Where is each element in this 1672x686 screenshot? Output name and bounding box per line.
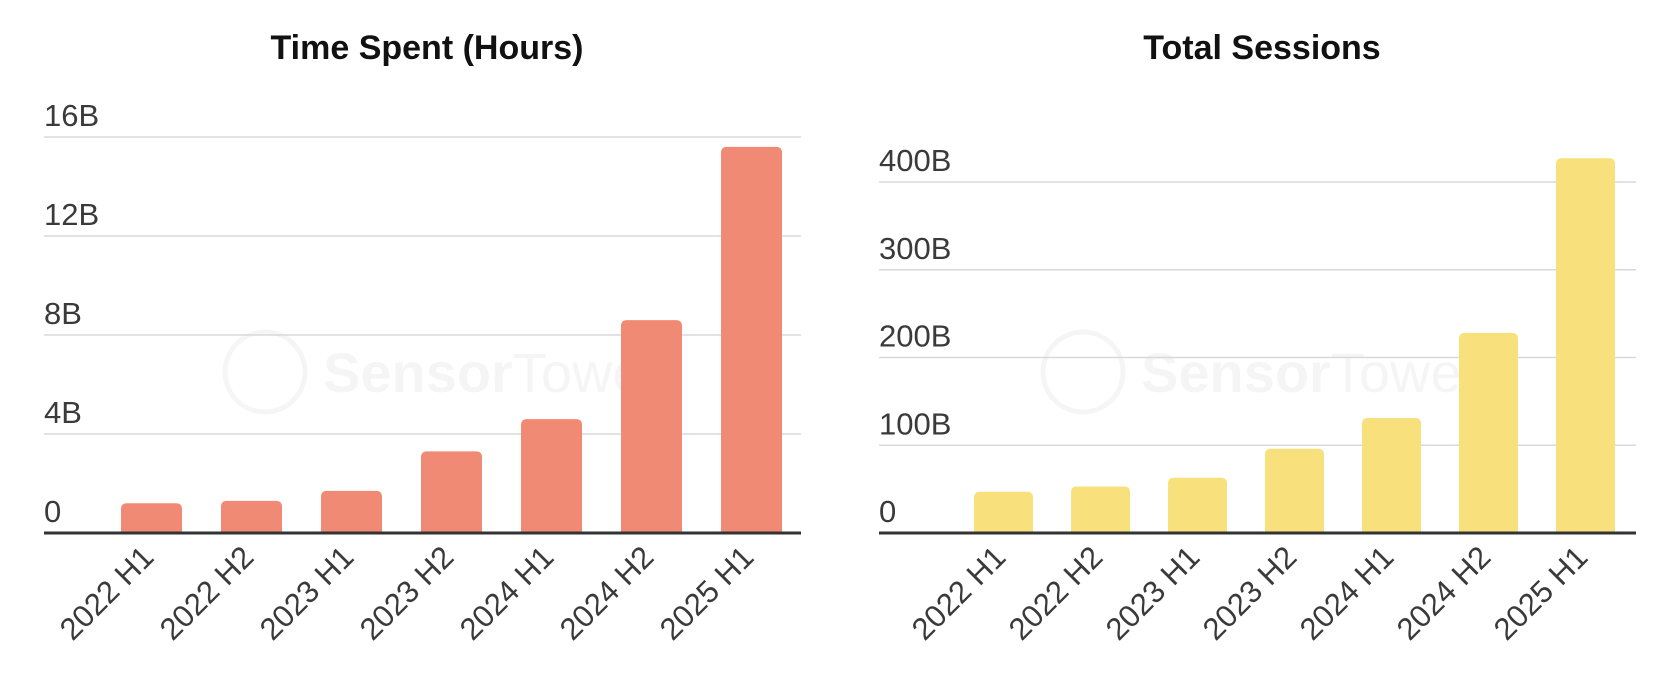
y-tick-label: 200B [879, 319, 951, 354]
x-tick-label: 2024 H1 [453, 539, 561, 647]
bar [521, 419, 582, 533]
bar [721, 146, 782, 533]
watermark: SensorTower [225, 332, 662, 412]
x-tick-label: 2023 H1 [253, 539, 361, 647]
watermark-text: SensorTower [323, 341, 662, 404]
bar [421, 451, 482, 533]
x-tick-label: 2023 H1 [1099, 539, 1207, 647]
bar [974, 491, 1033, 533]
watermark-text: SensorTower [1141, 341, 1480, 404]
watermark: SensorTower [1043, 332, 1480, 412]
bar [321, 490, 382, 533]
watermark-brand-light: Tower [1331, 341, 1480, 404]
bar [121, 503, 182, 533]
bar [1265, 448, 1324, 533]
x-tick-label: 2022 H1 [53, 539, 161, 647]
x-tick-label: 2022 H2 [1002, 539, 1110, 647]
sensor-tower-logo-icon [225, 332, 305, 412]
chart-title: Time Spent (Hours) [271, 29, 584, 67]
bar [621, 320, 682, 533]
bar [1362, 418, 1421, 533]
x-tick-label: 2025 H1 [1487, 539, 1595, 647]
bar [221, 500, 282, 533]
y-tick-label: 0 [44, 494, 61, 529]
y-tick-label: 8B [44, 296, 82, 331]
chart-title: Total Sessions [1143, 29, 1380, 67]
x-tick-label: 2025 H1 [653, 539, 761, 647]
x-tick-label: 2022 H2 [153, 539, 261, 647]
y-tick-label: 100B [879, 406, 951, 441]
y-tick-label: 16B [44, 98, 99, 133]
x-tick-label: 2024 H2 [1390, 539, 1498, 647]
x-tick-label: 2024 H1 [1293, 539, 1401, 647]
chart-2: SensorTower Total Sessions 0 100B 200B 300B 40… [879, 29, 1636, 647]
x-tick-label: 2024 H2 [553, 539, 661, 647]
chart-1: SensorTower Time Spent (Hours) 0 4B 8B 12B 16B… [44, 29, 801, 647]
bar [1459, 332, 1518, 533]
y-tick-label: 4B [44, 395, 82, 430]
x-tick-label: 2023 H2 [1196, 539, 1304, 647]
y-tick-label: 0 [879, 494, 896, 529]
bar [1071, 486, 1130, 533]
y-tick-label: 400B [879, 143, 951, 178]
x-tick-label: 2023 H2 [353, 539, 461, 647]
sensor-tower-logo-icon [1043, 332, 1123, 412]
y-tick-label: 12B [44, 197, 99, 232]
watermark-brand-bold: Sensor [323, 341, 513, 404]
bar [1556, 158, 1615, 533]
x-tick-label: 2022 H1 [905, 539, 1013, 647]
bar [1168, 477, 1227, 533]
watermark-brand-bold: Sensor [1141, 341, 1331, 404]
y-tick-label: 300B [879, 231, 951, 266]
